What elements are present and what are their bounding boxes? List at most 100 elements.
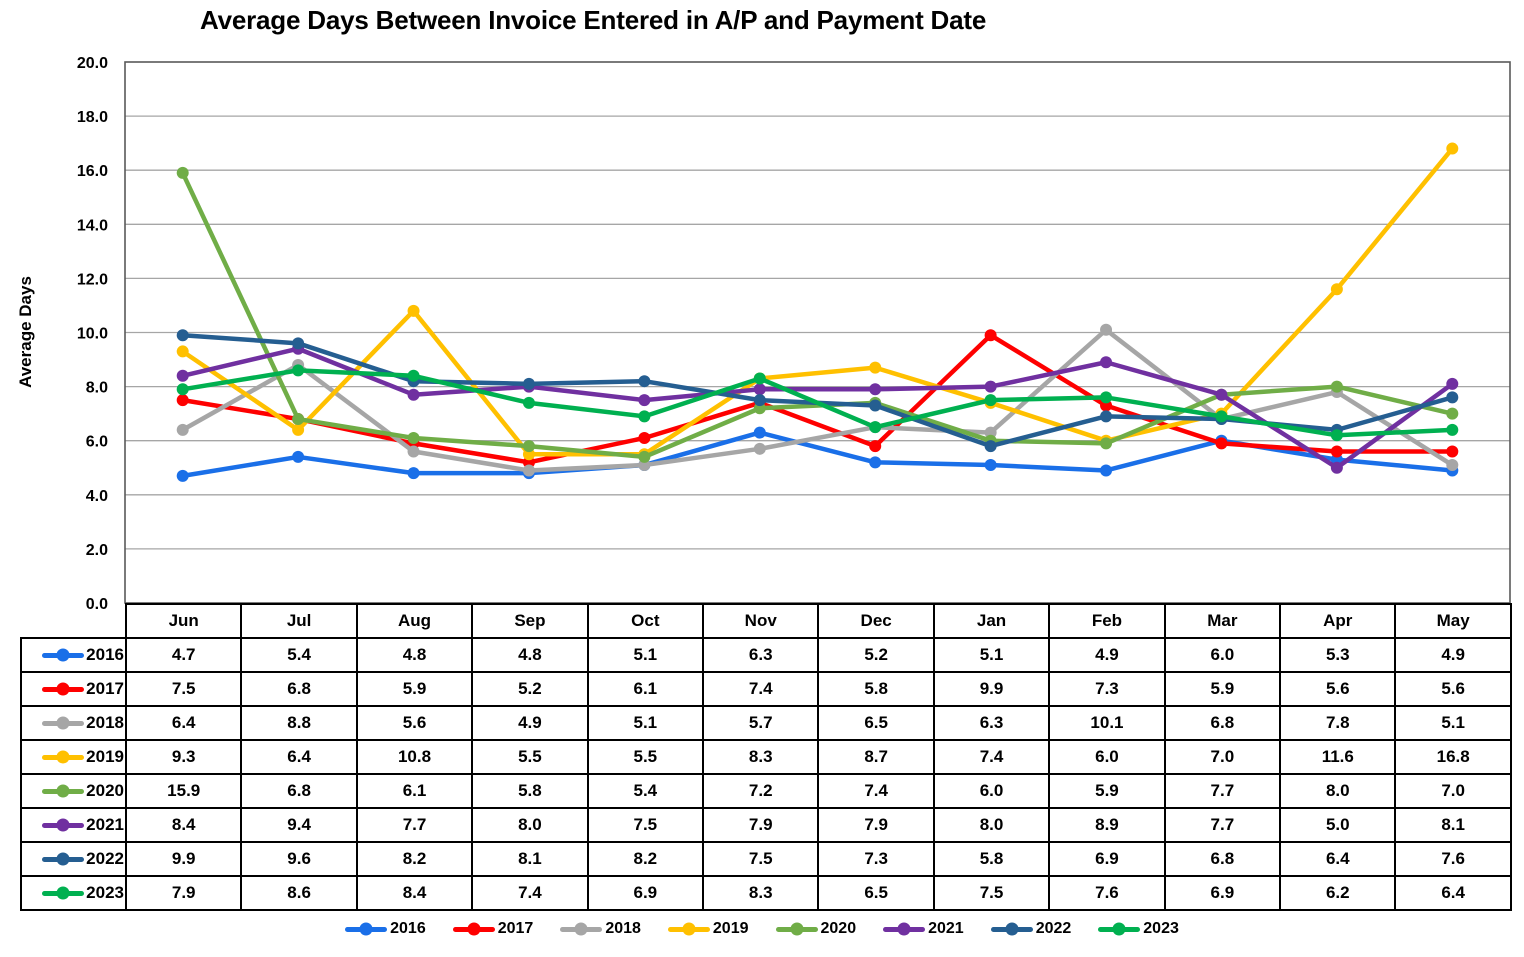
y-tick-label: 16.0 [77,163,108,180]
data-point [176,329,189,342]
series-year-label: 2023 [86,883,124,902]
data-point [638,431,651,444]
legend-item-label: 2022 [1035,920,1072,937]
data-point [1100,410,1113,423]
table-row: 2018 6.4 8.8 5.6 4.9 5.1 5.7 6.5 6.3 10.1 6.8 7.8 5.… [20,705,1512,741]
data-point [638,450,651,463]
legend-marker-icon [42,852,85,866]
data-point [522,377,535,390]
series-2023 [176,364,1459,442]
legend-marker-dot-icon [574,922,588,936]
value-cell: 9.3 [124,739,243,775]
value-cell: 7.4 [817,773,935,809]
data-point [869,456,882,469]
data-point [1100,464,1113,477]
value-cell: 8.8 [240,705,358,741]
value-cell: 10.1 [1048,705,1166,741]
data-point [522,440,535,453]
table-row: 2022 9.9 9.6 8.2 8.1 8.2 7.5 7.3 5.8 6.9 6.8 6.4 7.6 [20,841,1512,877]
data-point [1330,283,1343,296]
value-cell: 6.5 [817,875,935,911]
value-cell: 4.9 [471,705,589,741]
value-cell: 7.8 [1279,705,1397,741]
legend-item-label: 2019 [712,920,749,937]
value-cell: 7.5 [702,841,820,877]
data-point [753,372,766,385]
value-cell: 5.4 [586,773,705,809]
legend-marker-dot-icon [56,886,70,900]
value-cell: 7.9 [817,807,935,843]
legend-item-label: 2017 [497,920,534,937]
series-line [180,170,1455,460]
data-point [1446,459,1459,472]
value-cell: 7.6 [1048,875,1166,911]
data-point [176,166,189,179]
value-cell: 6.4 [240,739,358,775]
legend-marker-icon [1098,922,1141,936]
series-year-label: 2022 [86,849,124,868]
value-cell: 6.3 [702,637,820,673]
legend-item: 2021 [883,920,964,938]
value-cell: 5.9 [355,671,474,707]
value-cell: 7.5 [124,671,243,707]
data-point [869,421,882,434]
data-point [1330,445,1343,458]
data-point [176,469,189,482]
value-cell: 5.6 [1394,671,1512,707]
value-cell: 8.1 [471,841,589,877]
value-cell: 5.2 [471,671,589,707]
value-cell: 7.5 [932,875,1051,911]
value-cell: 6.9 [586,875,705,911]
value-cell: 6.5 [817,705,935,741]
legend-key-cell: 2017 [20,671,127,707]
month-header-cell: May [1394,603,1512,639]
value-cell: 9.9 [932,671,1051,707]
legend-key-cell: 2020 [20,773,127,809]
data-point [1330,429,1343,442]
data-point [1100,437,1113,450]
value-cell: 5.5 [586,739,705,775]
value-cell: 7.4 [702,671,820,707]
value-cell: 5.1 [1394,705,1512,741]
data-point [176,423,189,436]
data-point [176,345,189,358]
line-chart: 0.0 2.0 4.0 6.0 8.0 10.0 12.0 14.0 16.0 18.0 20.0 [77,55,1511,613]
legend-marker-dot-icon [56,682,70,696]
data-point [984,440,997,453]
legend-marker-icon [42,682,85,696]
y-tick-label: 10.0 [77,326,108,343]
legend-item-label: 2016 [390,920,426,937]
data-point [753,426,766,439]
legend-item-label: 2021 [928,920,964,937]
table-row: 2023 7.9 8.6 8.4 7.4 6.9 8.3 6.5 7.5 7.6 6.9 6.2 6.4 [20,875,1512,911]
value-cell: 7.5 [586,807,705,843]
legend-marker-dot-icon [359,922,373,936]
series-year-label: 2018 [86,713,124,732]
y-tick-label: 0.0 [86,596,108,613]
data-point [1100,323,1113,336]
legend-marker-icon [990,922,1033,936]
legend-marker-icon [452,922,495,936]
value-cell: 7.4 [932,739,1051,775]
value-cell: 4.8 [355,637,474,673]
data-point [984,380,997,393]
value-cell: 7.3 [817,841,935,877]
table-row: 2017 7.5 6.8 5.9 5.2 6.1 7.4 5.8 9.9 7.3 5.9 5.6 5.6 [20,671,1512,707]
month-header-cell: Dec [817,603,935,639]
value-cell: 9.4 [240,807,358,843]
legend-key-cell: 2021 [20,807,127,843]
legend-item-label: 2023 [1143,920,1179,937]
value-cell: 5.2 [817,637,935,673]
value-cell: 8.4 [355,875,474,911]
value-cell: 6.2 [1279,875,1397,911]
value-cell: 5.9 [1048,773,1166,809]
value-cell: 7.2 [702,773,820,809]
data-point [407,467,420,480]
table-corner-cell [21,604,126,638]
value-cell: 5.8 [471,773,589,809]
value-cell: 5.6 [355,705,474,741]
value-cell: 6.8 [240,671,358,707]
legend-marker-dot-icon [56,648,70,662]
data-point [292,413,305,426]
month-header-cell: Sep [471,603,589,639]
